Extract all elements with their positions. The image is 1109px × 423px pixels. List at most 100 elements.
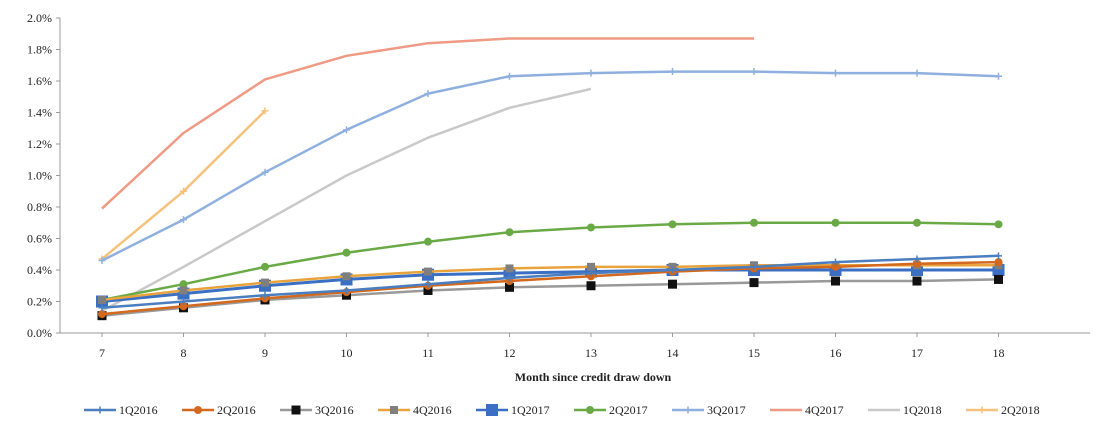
data-point bbox=[506, 274, 513, 282]
legend-swatch-marker bbox=[684, 406, 692, 414]
data-point bbox=[98, 310, 106, 319]
data-point bbox=[994, 258, 1003, 267]
data-point bbox=[98, 295, 106, 304]
data-point bbox=[179, 280, 188, 289]
data-point bbox=[261, 291, 269, 299]
data-point bbox=[98, 304, 106, 312]
data-point bbox=[506, 72, 513, 80]
legend-item-1Q2017: 1Q2017 bbox=[476, 403, 550, 417]
data-point bbox=[587, 262, 595, 271]
y-tick-label: 1.6% bbox=[27, 74, 52, 88]
data-point bbox=[180, 216, 187, 224]
y-tick-label: 0.0% bbox=[27, 326, 52, 340]
y-tick-label: 0.4% bbox=[27, 263, 52, 277]
legend-item-2Q2018: 2Q2018 bbox=[966, 403, 1040, 417]
data-point bbox=[913, 255, 921, 263]
legend-item-1Q2016: 1Q2016 bbox=[84, 403, 158, 417]
data-point bbox=[668, 220, 677, 229]
x-ticks: 7 8 9 10 11 12 13 14 15 16 17 18 bbox=[99, 333, 1005, 360]
legend-label: 2Q2018 bbox=[1001, 403, 1040, 417]
x-tick-label: 18 bbox=[993, 346, 1005, 360]
data-point bbox=[832, 69, 839, 77]
y-tick-label: 1.0% bbox=[27, 169, 52, 183]
legend-item-2Q2017: 2Q2017 bbox=[574, 403, 648, 417]
data-point bbox=[750, 218, 758, 227]
data-point bbox=[832, 258, 839, 266]
legend-item-2Q2016: 2Q2016 bbox=[182, 403, 256, 417]
series-3Q2017 bbox=[98, 68, 1002, 265]
series-line bbox=[101, 260, 999, 316]
series-line bbox=[101, 254, 999, 310]
data-point bbox=[994, 220, 1003, 229]
data-point bbox=[587, 223, 595, 232]
legend-label: 1Q2017 bbox=[511, 403, 550, 417]
legend-swatch-marker bbox=[194, 406, 202, 414]
series-line bbox=[101, 268, 999, 303]
legend-swatch-marker bbox=[96, 406, 104, 414]
legend-label: 4Q2017 bbox=[805, 403, 844, 417]
x-tick-label: 17 bbox=[911, 346, 923, 360]
data-point bbox=[912, 276, 922, 286]
data-point bbox=[424, 280, 432, 288]
x-tick-label: 9 bbox=[262, 346, 268, 360]
series-line bbox=[101, 70, 999, 262]
data-point bbox=[586, 281, 596, 291]
data-point bbox=[913, 218, 921, 227]
data-point bbox=[261, 168, 269, 176]
data-point bbox=[831, 262, 840, 271]
y-ticks: 0.0% 0.2% 0.4% 0.6% 0.8% 1.0% 1.2% 1.4% 1.6% 1.8%… bbox=[27, 11, 60, 340]
data-point bbox=[424, 267, 432, 276]
legend-swatch-marker bbox=[486, 404, 498, 416]
series-line bbox=[101, 278, 999, 317]
data-point bbox=[994, 274, 1003, 284]
x-tick-label: 13 bbox=[585, 346, 597, 360]
data-point bbox=[669, 266, 676, 274]
y-tick-label: 0.2% bbox=[27, 295, 52, 309]
y-tick-label: 1.2% bbox=[27, 137, 52, 151]
x-tick-label: 12 bbox=[504, 346, 516, 360]
legend-label: 4Q2016 bbox=[413, 403, 452, 417]
data-point bbox=[179, 286, 188, 295]
data-point bbox=[179, 302, 188, 311]
y-tick-label: 1.8% bbox=[27, 43, 52, 57]
y-tick-label: 0.6% bbox=[27, 232, 52, 246]
data-point bbox=[423, 285, 433, 295]
series-4Q2017 bbox=[101, 37, 754, 210]
data-point bbox=[261, 262, 269, 271]
x-tick-label: 7 bbox=[99, 346, 105, 360]
y-tick-label: 1.4% bbox=[27, 106, 52, 120]
data-point bbox=[668, 279, 677, 289]
data-point bbox=[913, 259, 921, 268]
legend-label: 1Q2016 bbox=[119, 403, 158, 417]
data-point bbox=[424, 237, 432, 246]
data-point bbox=[343, 126, 350, 134]
x-tick-label: 14 bbox=[667, 346, 679, 360]
data-point bbox=[750, 263, 758, 271]
series-1Q2016 bbox=[98, 252, 1002, 312]
data-point bbox=[831, 276, 840, 286]
data-point bbox=[669, 68, 676, 76]
data-point bbox=[98, 257, 106, 265]
legend-swatch-marker bbox=[291, 405, 301, 415]
x-axis-title: Month since credit draw down bbox=[515, 370, 672, 384]
data-point bbox=[995, 252, 1002, 260]
data-point bbox=[749, 278, 759, 288]
legend-label: 2Q2017 bbox=[609, 403, 648, 417]
data-point bbox=[342, 272, 351, 281]
legend-item-3Q2016: 3Q2016 bbox=[280, 403, 354, 417]
x-tick-label: 16 bbox=[830, 346, 842, 360]
series-line bbox=[101, 37, 754, 210]
legend-item-4Q2016: 4Q2016 bbox=[378, 403, 452, 417]
series-group bbox=[96, 37, 1005, 321]
data-point bbox=[343, 286, 350, 294]
data-point bbox=[831, 218, 840, 227]
data-point bbox=[505, 264, 514, 273]
data-point bbox=[913, 69, 921, 77]
data-point bbox=[505, 282, 514, 292]
series-line bbox=[101, 221, 999, 302]
data-point bbox=[995, 72, 1002, 80]
series-line bbox=[101, 87, 592, 312]
data-point bbox=[505, 228, 514, 237]
data-point bbox=[180, 298, 187, 305]
